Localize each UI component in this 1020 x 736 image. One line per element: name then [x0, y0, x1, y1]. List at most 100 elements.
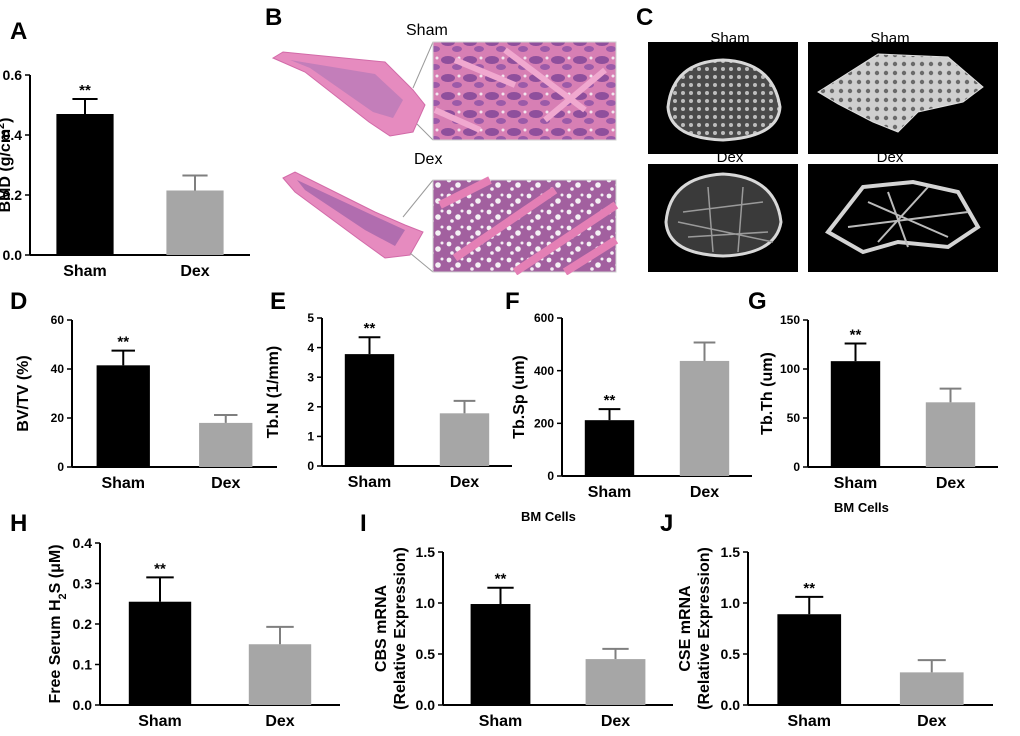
chart-d-y-label: BV/TV (%) — [15, 355, 32, 431]
chart-e-tick-label: 1 — [307, 430, 314, 444]
chart-a-category-label: Sham — [63, 263, 107, 280]
chart-i-tick-label: 0.5 — [416, 646, 436, 662]
chart-h-bar-dex — [248, 644, 312, 705]
chart-i-tick-label: 1.0 — [416, 595, 436, 611]
chart-j-tick-label: 1.0 — [721, 595, 741, 611]
chart-i-y-label: CBS mRNA — [373, 585, 390, 673]
chart-d-category-label: Dex — [211, 475, 240, 492]
chart-i-category-label: Sham — [479, 713, 523, 730]
bm-cells-label-2: BM Cells — [834, 500, 889, 515]
chart-h-y-label: Free Serum H2S (μM) — [47, 544, 69, 703]
chart-i-tick-label: 0.0 — [416, 697, 436, 713]
chart-e-y-label: Tb.N (1/mm) — [265, 346, 282, 438]
chart-d-bar-sham — [96, 365, 150, 467]
chart-j-bar-dex — [899, 672, 964, 705]
chart-f-tick-label: 600 — [534, 311, 554, 325]
chart-j-tick-label: 0.5 — [721, 646, 741, 662]
panel-letter-c: C — [636, 4, 654, 31]
chart-j-category-label: Sham — [787, 713, 831, 730]
chart-j-y-label-line2: (Relative Expression) — [696, 547, 713, 710]
panel-letter-i: I — [360, 510, 367, 537]
panel-letter-d: D — [10, 288, 28, 315]
chart-h-tick-label: 0.1 — [73, 656, 93, 672]
chart-d-tick-label: 40 — [51, 362, 65, 376]
microct-images — [648, 42, 998, 272]
chart-i-bar-dex — [585, 659, 646, 705]
chart-f-significance: ** — [604, 392, 616, 409]
chart-g-tick-label: 50 — [787, 411, 801, 425]
chart-d-tick-label: 0 — [57, 460, 64, 474]
chart-a-category-label: Dex — [180, 263, 209, 280]
chart-f-bar-sham — [584, 420, 635, 476]
chart-a-bar-dex — [166, 190, 224, 255]
chart-g-significance: ** — [850, 327, 862, 344]
chart-j-significance: ** — [803, 580, 815, 597]
chart-g-tick-label: 150 — [780, 313, 800, 327]
chart-a-y-label: BMD (g/cm2) — [0, 117, 14, 212]
chart-a-bar-sham — [56, 114, 114, 255]
chart-i-bar-sham — [470, 604, 531, 705]
chart-f-tick-label: 0 — [547, 469, 554, 483]
chart-a-tick-label: 0.0 — [3, 247, 23, 263]
chart-d-tick-label: 60 — [51, 313, 65, 327]
chart-j-tick-label: 1.5 — [721, 544, 741, 560]
chart-i-tick-label: 1.5 — [416, 544, 436, 560]
panel-letter-j: J — [660, 510, 674, 537]
chart-j-category-label: Dex — [917, 713, 946, 730]
chart-e-tick-label: 5 — [307, 311, 314, 325]
chart-i-y-label-line2: (Relative Expression) — [392, 547, 409, 710]
chart-a-tick-label: 0.4 — [3, 127, 23, 143]
chart-f-y-label: Tb.Sp (um) — [511, 355, 528, 439]
chart-f-tick-label: 400 — [534, 364, 554, 378]
chart-h-tick-label: 0.3 — [73, 575, 93, 591]
chart-f-tick-label: 200 — [534, 417, 554, 431]
chart-g-tick-label: 100 — [780, 362, 800, 376]
chart-h-significance: ** — [154, 560, 166, 577]
chart-e-category-label: Sham — [348, 474, 392, 491]
chart-i-significance: ** — [495, 571, 507, 588]
chart-h-tick-label: 0.0 — [73, 697, 93, 713]
panel-letter-g: G — [748, 288, 767, 315]
chart-g-category-label: Sham — [834, 475, 878, 492]
panel-letter-a: A — [10, 18, 28, 45]
panel-letter-f: F — [505, 288, 520, 315]
chart-j-y-label: CSE mRNA — [677, 585, 694, 672]
histology-sham-label: Sham — [406, 22, 448, 39]
chart-e-tick-label: 4 — [307, 341, 314, 355]
panel-letter-b: B — [265, 4, 283, 31]
chart-d-tick-label: 20 — [51, 411, 65, 425]
chart-a-significance: ** — [79, 82, 91, 99]
chart-e-tick-label: 0 — [307, 459, 314, 473]
chart-d-significance: ** — [117, 334, 129, 351]
chart-a-tick-label: 0.6 — [3, 67, 23, 83]
chart-g-bar-sham — [830, 361, 881, 467]
chart-i-category-label: Dex — [601, 713, 630, 730]
chart-e-bar-dex — [439, 413, 490, 466]
chart-h-bar-sham — [128, 601, 192, 705]
chart-g-y-label: Tb.Th (um) — [759, 352, 776, 435]
histology-dex-label: Dex — [414, 151, 443, 168]
chart-d-bar-dex — [199, 422, 253, 467]
chart-e-bar-sham — [344, 354, 395, 466]
histology-images — [271, 41, 619, 275]
chart-d-category-label: Sham — [101, 475, 145, 492]
bm-cells-label-1: BM Cells — [521, 509, 576, 524]
chart-e-tick-label: 2 — [307, 400, 314, 414]
chart-f-bar-dex — [679, 360, 730, 476]
chart-f-category-label: Sham — [588, 484, 632, 501]
chart-h-tick-label: 0.2 — [73, 616, 93, 632]
chart-e-tick-label: 3 — [307, 370, 314, 384]
chart-f-category-label: Dex — [690, 484, 719, 501]
chart-j-tick-label: 0.0 — [721, 697, 741, 713]
panel-letter-h: H — [10, 510, 28, 537]
chart-h-category-label: Sham — [138, 713, 182, 730]
chart-a-tick-label: 0.2 — [3, 187, 23, 203]
